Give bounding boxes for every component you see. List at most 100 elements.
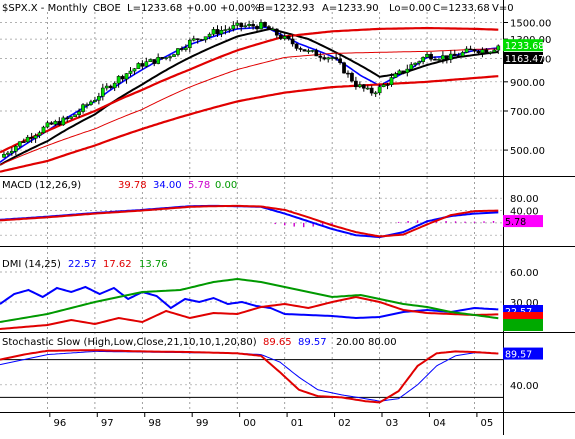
candle-down (251, 24, 255, 27)
price-tick-label: 500.00 (510, 146, 545, 157)
candle-down (468, 48, 473, 51)
candle-up (89, 101, 93, 105)
stochastic-line-blue (0, 350, 499, 402)
price-last-label: 1233.68 (505, 41, 544, 52)
candle-down (294, 43, 299, 49)
stochastic-legend-value: 89.65 (263, 337, 292, 348)
dmi-legend-value: 13.76 (139, 259, 168, 270)
candle-up (100, 87, 105, 97)
candle-up (496, 45, 501, 51)
candle-up (69, 116, 74, 119)
x-tick-label: 01 (291, 418, 304, 429)
candle-down (49, 122, 54, 125)
candle-down (215, 29, 220, 35)
macd-legend-value: 5.78 (188, 180, 210, 191)
candle-up (184, 47, 188, 50)
candle-up (203, 36, 208, 41)
candle-up (85, 104, 89, 106)
candle-up (25, 136, 30, 143)
candle-up (310, 50, 315, 52)
dmi-last-label-green-bg (503, 319, 543, 331)
x-tick-label: 02 (338, 418, 351, 429)
candle-up (464, 48, 469, 53)
x-tick-label: 03 (386, 418, 399, 429)
candle-down (346, 72, 350, 75)
price-header-field: $SPX.X - Monthly (2, 3, 88, 14)
candle-down (318, 55, 323, 58)
candle-down (199, 39, 204, 41)
price-header-field: Lo=0.00 (389, 3, 431, 14)
candle-up (405, 68, 410, 73)
candle-down (476, 50, 481, 54)
candle-up (211, 29, 216, 35)
candle-up (365, 87, 370, 90)
candle-up (326, 57, 331, 60)
candle-up (6, 152, 10, 155)
candle-up (460, 52, 465, 57)
candle-up (104, 85, 109, 89)
candle-down (361, 84, 366, 89)
candle-down (65, 117, 70, 120)
price-header-field: B=1232.93 (258, 3, 315, 14)
macd-tick-label: 40.00 (510, 207, 539, 218)
candle-up (219, 29, 224, 35)
candle-up (61, 117, 66, 126)
dmi-line (0, 277, 499, 323)
macd-last-label: 5.78 (505, 217, 526, 228)
price-last-label-bg (503, 39, 543, 52)
candle-down (354, 80, 358, 88)
candle-up (53, 121, 58, 125)
price-header-field: L=1233.68 (127, 3, 182, 14)
candle-up (172, 54, 176, 57)
price-tick-label: 700.00 (510, 107, 545, 118)
candle-down (180, 48, 184, 50)
candle-up (441, 55, 445, 60)
candle-down (263, 22, 267, 27)
macd-line (0, 204, 499, 238)
candle-down (322, 57, 327, 60)
candle-up (282, 36, 287, 39)
candle-up (132, 68, 137, 72)
dmi-tick-label: 60.00 (510, 268, 539, 279)
macd-legend-value: 34.00 (153, 180, 182, 191)
candle-down (401, 70, 406, 73)
x-tick-label: 98 (148, 418, 161, 429)
candle-up (37, 132, 42, 136)
candle-up (425, 54, 429, 58)
macd-tick-label: 80.00 (510, 194, 539, 205)
candle-down (120, 76, 125, 80)
candle-up (93, 100, 97, 103)
candle-down (290, 38, 295, 45)
candle-up (168, 56, 172, 58)
candle-down (338, 58, 342, 63)
stochastic-last-label: 89.57 (505, 350, 532, 361)
dmi-tick-label: 30.00 (510, 298, 539, 309)
dmi-last-label-green: 13.76 (505, 321, 532, 332)
candle-down (239, 22, 244, 27)
candle-down (385, 84, 390, 86)
envelope-mid-line (0, 48, 499, 166)
candle-down (472, 49, 477, 52)
candle-down (452, 53, 457, 56)
candle-up (2, 154, 6, 158)
candle-up (231, 25, 236, 30)
candle-up (413, 62, 418, 65)
envelope-lower-line (0, 75, 499, 173)
price-ma-last-label-bg (503, 52, 543, 65)
dmi-line (0, 295, 499, 330)
candle-up (77, 111, 81, 115)
candle-down (108, 85, 113, 89)
macd-line (0, 204, 499, 239)
price-tick-label: 1500.00 (510, 18, 551, 29)
candle-up (41, 126, 46, 133)
candle-up (81, 104, 85, 112)
candle-up (397, 70, 402, 75)
x-tick-label: 99 (196, 418, 209, 429)
candle-up (243, 25, 248, 28)
candle-down (350, 72, 354, 82)
macd-title: MACD (12,26,9) (2, 180, 81, 191)
stochastic-title: Stochastic Slow (High,Low,Close,21,10,10… (2, 337, 257, 348)
candle-down (433, 59, 437, 61)
x-tick-label: 05 (481, 418, 494, 429)
candle-down (152, 59, 157, 64)
